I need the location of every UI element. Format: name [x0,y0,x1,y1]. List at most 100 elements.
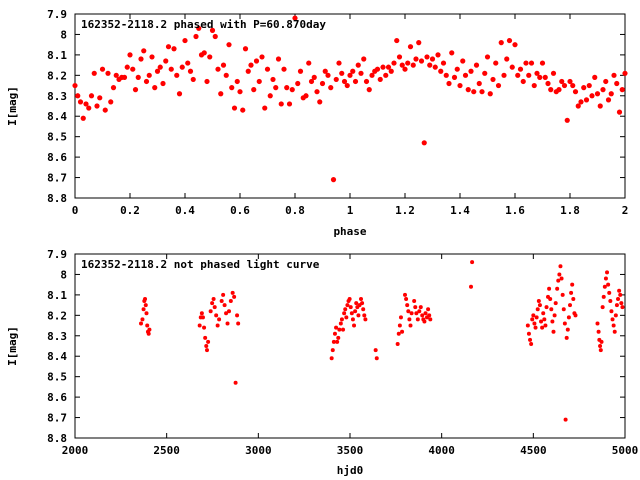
phased-data-point [281,66,287,72]
unphased-y-tick-label: 7.9 [47,248,67,261]
phased-data-point [432,64,438,70]
phased-data-point [157,64,163,70]
unphased-data-point [405,303,410,308]
phased-data-point [124,64,130,70]
phased-data-point [289,87,295,93]
phased-data-point [336,60,342,66]
unphased-data-point [407,317,412,322]
unphased-data-point [603,276,608,281]
unphased-data-point [343,307,348,312]
phased-data-point [187,68,194,74]
unphased-data-point [336,335,341,340]
unphased-data-point [529,341,534,346]
phased-data-point [207,54,213,60]
unphased-data-point [570,282,575,287]
phased-data-point [586,82,592,89]
phased-data-point [97,95,103,101]
unphased-data-point [413,305,418,310]
phased-x-axis-label: phase [333,225,366,238]
phased-data-point [490,76,496,83]
unphased-data-point [528,337,533,342]
unphased-data-point [549,307,554,312]
phased-data-point [240,107,246,113]
unphased-data-point [532,321,537,326]
phased-data-point [424,54,430,60]
unphased-data-point [337,327,342,332]
phased-data-point [608,91,614,97]
phased-data-point [548,87,554,93]
phased-data-point [215,66,221,72]
unphased-data-point [214,313,219,318]
phased-data-point [248,62,254,68]
phased-data-point [168,66,174,72]
unphased-x-tick-label: 5000 [612,444,639,457]
phased-x-tick-label: 0.2 [120,204,140,217]
phased-data-point [435,52,441,58]
phased-data-point [410,62,416,68]
unphased-y-tick-label: 8.6 [47,391,67,404]
unphased-data-point [551,329,556,334]
phased-data-point [460,58,466,64]
phased-data-point [504,56,510,62]
unphased-x-tick-label: 4000 [428,444,455,457]
phased-data-point [275,56,282,62]
phased-y-tick-label: 8.3 [47,90,67,103]
phased-data-point [94,103,100,109]
phased-data-point [449,50,455,56]
phased-data-point [72,82,78,89]
phased-data-point [542,74,548,80]
phased-data-point [314,89,320,95]
unphased-data-point [217,317,222,322]
phased-data-point [75,93,81,99]
unphased-data-point [596,329,601,334]
unphased-data-point [525,323,530,328]
unphased-data-point [211,296,216,301]
phased-data-point [482,70,488,76]
phased-data-point [245,68,251,74]
phased-data-points [72,15,628,183]
phased-data-point [575,103,581,109]
phased-data-point [385,64,392,70]
phased-data-point [537,74,543,80]
phased-data-point [325,72,331,78]
phased-data-point [102,107,108,113]
phased-data-point [523,60,529,66]
unphased-data-point [422,319,427,324]
phased-y-tick-label: 8 [60,28,67,41]
phased-data-point [253,58,260,64]
phased-data-point [204,78,210,85]
unphased-data-point [344,315,349,320]
phased-data-point [270,76,276,83]
phased-data-point [578,99,584,105]
phased-x-tick-label: 0.8 [285,204,305,217]
phased-data-point [322,68,328,74]
unphased-data-point [406,309,411,314]
phased-data-point [264,66,271,72]
unphased-data-point [206,339,211,344]
phased-data-point [605,97,612,103]
unphased-data-point [536,299,541,304]
unphased-data-point [145,323,150,328]
phased-data-point [143,78,150,85]
unphased-data-point [558,264,563,269]
phased-data-point [418,58,425,64]
unphased-data-point [338,321,343,326]
phased-data-point [506,37,513,44]
unphased-data-point [230,290,235,295]
phased-data-point [363,78,370,85]
phased-data-point [132,87,139,93]
phased-data-point [413,56,419,62]
unphased-data-point [212,305,217,310]
phased-data-point [108,99,114,105]
phased-x-tick-label: 1 [347,204,354,217]
phased-data-point [438,68,444,74]
unphased-data-point [540,325,545,330]
unphased-x-tick-label: 2000 [62,444,89,457]
phased-x-tick-label: 0.4 [175,204,195,217]
unphased-data-point [612,329,617,334]
phased-data-point [135,74,141,80]
phased-data-point [454,66,460,72]
phased-data-point [231,105,238,111]
unphased-data-point [598,344,603,348]
phased-data-point [226,42,232,48]
